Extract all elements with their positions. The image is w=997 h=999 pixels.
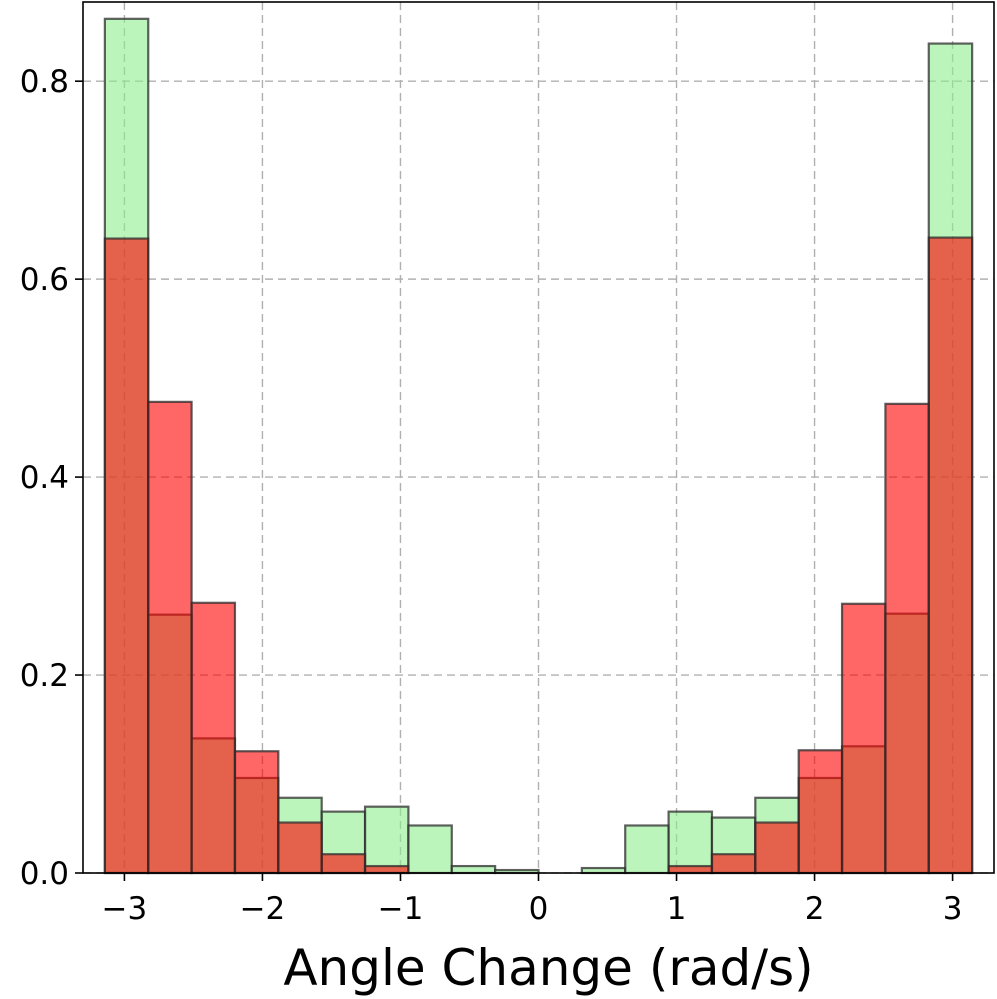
histogram-bar-series-2 — [797, 749, 844, 875]
x-tick-label: 0 — [529, 891, 549, 927]
y-tick-label: 0.2 — [20, 658, 69, 694]
y-tick-label: 0.4 — [20, 460, 69, 496]
histogram-bar-series-2 — [884, 402, 930, 875]
histogram-bar-series-1 — [624, 824, 670, 875]
x-tick-label: −2 — [240, 891, 286, 927]
histogram-bar-series-1 — [450, 864, 497, 875]
histogram-bar-series-2 — [233, 750, 280, 875]
histogram-bar-series-2 — [277, 821, 323, 875]
histogram-bar-series-2 — [147, 400, 193, 875]
histogram-bar-series-2 — [363, 864, 410, 875]
histogram-bar-series-2 — [754, 821, 800, 875]
axis-ticks: −3 −2 −1 0 1 2 3 0.0 0.2 0.4 0.6 0.8 — [20, 64, 963, 927]
histogram-bar-series-2 — [667, 864, 714, 875]
x-tick-label: −3 — [102, 891, 148, 927]
y-tick-label: 0.8 — [20, 64, 69, 100]
histogram-bar-series-2 — [710, 853, 757, 875]
histogram-bars — [103, 17, 974, 875]
x-axis-label: Angle Change (rad/s) — [283, 939, 813, 997]
x-tick-label: 2 — [805, 891, 825, 927]
y-tick-label: 0.0 — [20, 856, 69, 892]
histogram-bar-series-1 — [667, 810, 714, 875]
histogram-bar-series-2 — [320, 853, 367, 875]
histogram-bar-series-2 — [190, 601, 237, 875]
histogram-bar-series-1 — [407, 824, 453, 875]
histogram-bar-series-2 — [103, 237, 150, 875]
histogram-bar-series-2 — [840, 602, 887, 875]
histogram-bar-series-2 — [927, 236, 974, 875]
histogram-bar-series-1 — [363, 805, 410, 875]
y-tick-label: 0.6 — [20, 262, 69, 298]
x-tick-label: 3 — [943, 891, 963, 927]
x-tick-label: 1 — [667, 891, 687, 927]
x-tick-label: −1 — [378, 891, 424, 927]
